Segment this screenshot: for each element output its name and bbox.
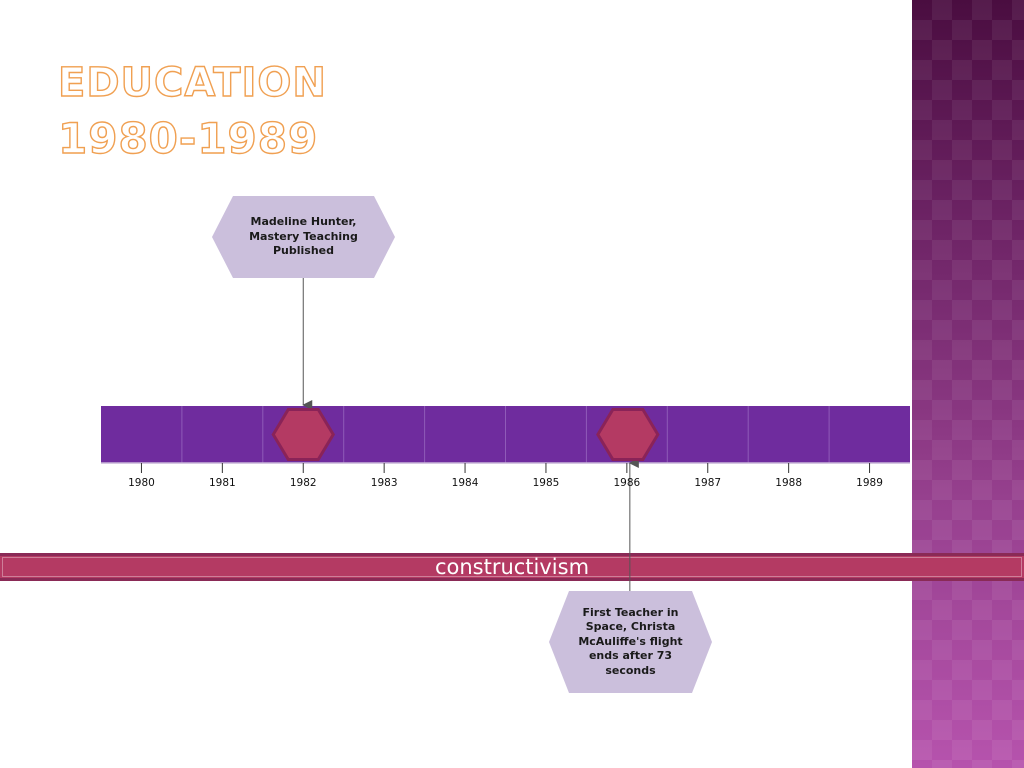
event-callout-shape-1986 (549, 591, 712, 693)
year-label-1986: 1986 (613, 477, 640, 489)
page-title: EDUCATION 1980-1989 (57, 55, 327, 167)
event-callout-1982: Madeline Hunter, Mastery Teaching Publis… (249, 215, 358, 258)
year-label-1982: 1982 (290, 477, 317, 489)
year-label-1984: 1984 (452, 477, 479, 489)
event-marker-1986 (596, 408, 660, 461)
decorative-side-panel (912, 0, 1024, 768)
constructivism-band (0, 553, 1024, 581)
year-label-1980: 1980 (128, 477, 155, 489)
event-marker-1982 (271, 408, 335, 461)
year-label-1987: 1987 (694, 477, 721, 489)
title-line-1: EDUCATION (57, 59, 327, 106)
diamond-pattern (912, 0, 1024, 768)
year-label-1981: 1981 (209, 477, 236, 489)
event-callout-shape-1982 (212, 196, 395, 278)
band-label: constructivism (434, 555, 590, 579)
title-line-2: 1980-1989 (57, 113, 319, 163)
event-callout-1986: First Teacher in Space, Christa McAuliff… (578, 605, 683, 677)
year-label-1985: 1985 (533, 477, 560, 489)
year-label-1983: 1983 (371, 477, 398, 489)
year-label-1989: 1989 (856, 477, 883, 489)
year-label-1988: 1988 (775, 477, 802, 489)
